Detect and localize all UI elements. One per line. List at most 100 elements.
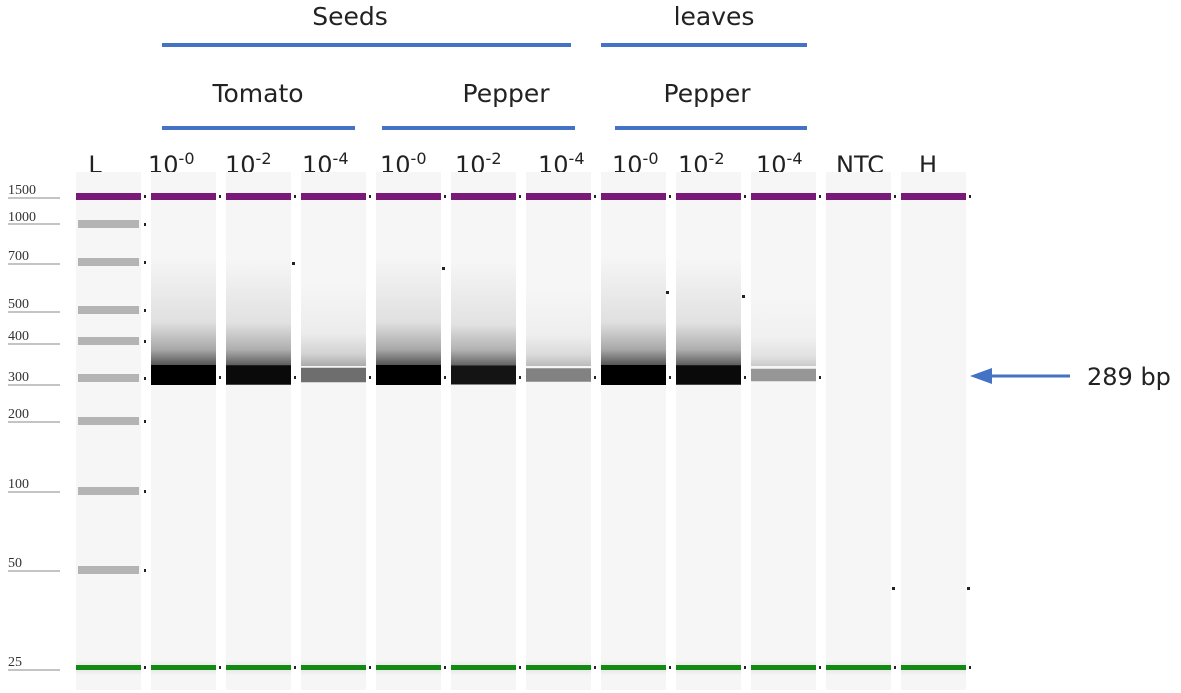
ladder-band-4	[78, 374, 139, 382]
lane-2-tick-upper	[294, 195, 296, 198]
lane-0-lower-marker	[76, 665, 141, 670]
lane-4-smear	[376, 256, 441, 366]
lane-4-band-tick	[444, 376, 446, 379]
lane-4-tick-upper	[444, 195, 446, 198]
ladder-band-1	[78, 258, 139, 266]
lane-3-tick-lower	[369, 666, 371, 669]
lane-6-band-289	[526, 368, 591, 382]
lane-6-smear	[526, 288, 591, 366]
target-band-label: 289 bp	[1087, 363, 1171, 391]
ladder-label-200: 200	[8, 407, 29, 422]
lane-7-tick-upper	[669, 195, 671, 198]
lane-4-tick-lower	[444, 666, 446, 669]
lane-9-band-289	[751, 368, 816, 382]
lane-5-background	[451, 172, 516, 690]
lane-0-background	[76, 172, 141, 690]
lane-6-tick-upper	[594, 195, 596, 198]
ladder-label-1500: 1500	[8, 183, 36, 198]
subgroup-label-pepper-seeds: Pepper	[463, 79, 551, 108]
lane-6-background	[526, 172, 591, 690]
lane-10-tick-lower	[894, 666, 896, 669]
lane-8-background	[676, 172, 741, 690]
lane-2-smear	[226, 258, 291, 366]
lane-2-band-tick	[294, 376, 296, 379]
lane-4-lower-marker	[376, 665, 441, 670]
ladder-band-5	[78, 417, 139, 425]
ladder-label-300: 300	[8, 370, 29, 385]
lane-2-upper-marker	[226, 193, 291, 200]
target-arrow-head-icon	[970, 368, 992, 384]
ladder-band-tick-6	[144, 490, 146, 493]
lane-2-background	[226, 172, 291, 690]
ladder-band-2	[78, 306, 139, 314]
lane-8-smear	[676, 258, 741, 366]
stray-tick-0	[292, 262, 295, 265]
lane-5-tick-upper	[519, 195, 521, 198]
ladder-band-6	[78, 487, 139, 495]
lane-11-tick-lower	[969, 666, 971, 669]
lane-11-upper-marker	[901, 193, 966, 200]
lane-1-tick-upper	[219, 195, 221, 198]
lane-4-upper-marker	[376, 193, 441, 200]
lane-3-lower-marker	[301, 665, 366, 670]
ladder-band-tick-4	[144, 377, 146, 380]
lane-9-upper-marker	[751, 193, 816, 200]
ladder-band-tick-0	[144, 223, 146, 226]
lane-6-tick-lower	[594, 666, 596, 669]
lane-11-tick-upper	[969, 195, 971, 198]
lane-9-smear	[751, 293, 816, 366]
lane-3-upper-marker	[301, 193, 366, 200]
lane-3-smear	[301, 283, 366, 366]
ladder-band-0	[78, 220, 139, 228]
lane-6-lower-marker	[526, 665, 591, 670]
lane-5-tick-lower	[519, 666, 521, 669]
lane-8-tick-lower	[744, 666, 746, 669]
ladder-band-7	[78, 566, 139, 574]
lane-9-band-tick	[819, 376, 821, 379]
stray-tick-3	[742, 295, 745, 298]
lane-5-band-tick	[519, 376, 521, 379]
lane-7-smear	[601, 256, 666, 366]
lane-7-lower-marker	[601, 665, 666, 670]
lane-3-tick-upper	[369, 195, 371, 198]
lane-1-tick-lower	[219, 666, 221, 669]
ladder-label-50: 50	[8, 556, 22, 571]
lane-2-lower-marker	[226, 665, 291, 670]
target-band-annotation: 289 bp	[970, 363, 1171, 391]
lane-9-tick-lower	[819, 666, 821, 669]
ladder-band-tick-2	[144, 309, 146, 312]
lane-5-band-289	[451, 365, 516, 385]
lane-9-background	[751, 172, 816, 690]
ladder-label-1000: 1000	[8, 210, 36, 225]
ladder-labels: 1500 1000 700 500 400 300 200 100 50 25	[8, 183, 60, 671]
lane-0-tick-lower	[144, 666, 146, 669]
lane-10-upper-marker	[826, 193, 891, 200]
ladder-band-3	[78, 337, 139, 345]
lane-3-background	[301, 172, 366, 690]
lane-8-band-tick	[744, 376, 746, 379]
lane-9-tick-upper	[819, 195, 821, 198]
lane-0-tick-upper	[144, 195, 146, 198]
lane-3-band-tick	[369, 376, 371, 379]
lane-5-upper-marker	[451, 193, 516, 200]
lane-5-smear	[451, 261, 516, 366]
lane-7-background	[601, 172, 666, 690]
gel-lanes	[76, 172, 971, 690]
lane-7-band-289	[601, 365, 666, 385]
group-label-leaves: leaves	[674, 2, 755, 31]
lane-5-lower-marker	[451, 665, 516, 670]
group-label-seeds: Seeds	[312, 2, 388, 31]
lane-8-upper-marker	[676, 193, 741, 200]
stray-tick-4	[892, 587, 895, 590]
lane-8-lower-marker	[676, 665, 741, 670]
stray-tick-1	[442, 267, 445, 270]
ladder-label-100: 100	[8, 477, 29, 492]
lane-1-smear	[151, 256, 216, 366]
lane-6-upper-marker	[526, 193, 591, 200]
lane-10-background	[826, 172, 891, 690]
ladder-label-25: 25	[8, 655, 22, 670]
stray-tick-5	[967, 587, 970, 590]
lane-11-background	[901, 172, 966, 690]
subgroup-label-pepper-leaves: Pepper	[664, 79, 752, 108]
lane-1-background	[151, 172, 216, 690]
